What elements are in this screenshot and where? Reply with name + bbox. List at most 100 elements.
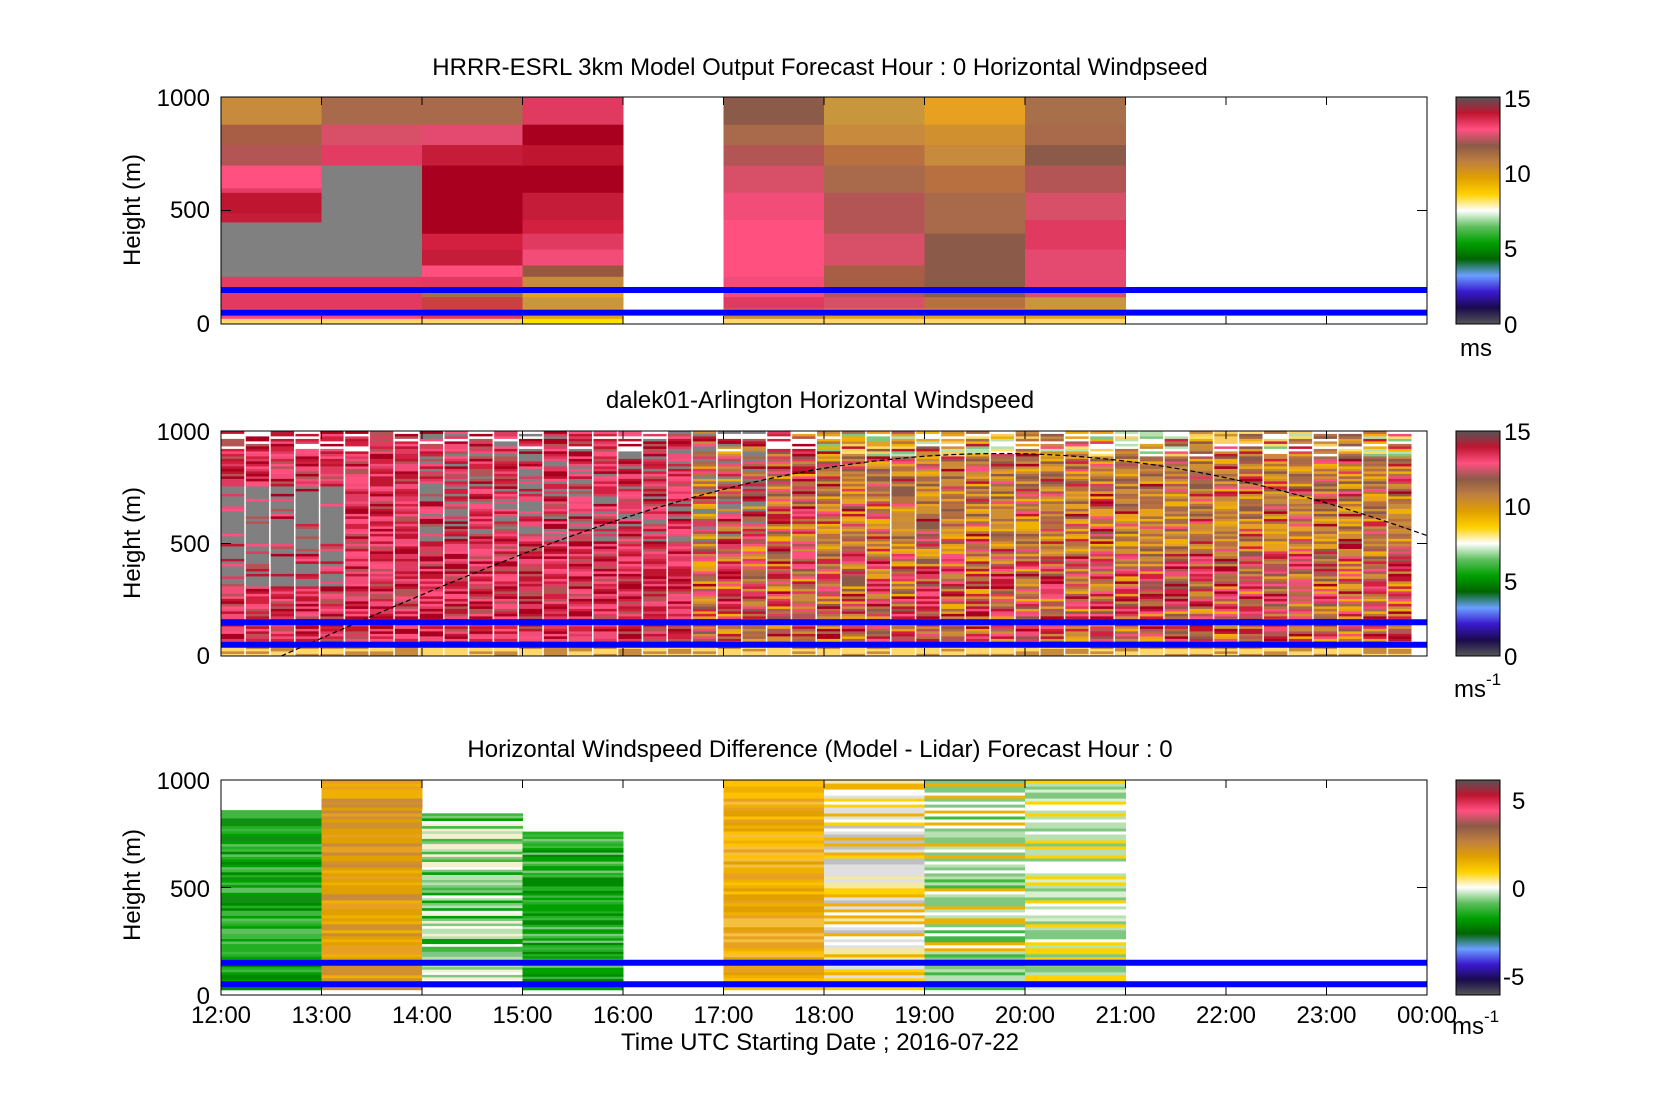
heatmap-cell xyxy=(543,566,568,569)
heatmap-cell xyxy=(817,513,841,517)
heatmap-cell xyxy=(370,563,394,567)
heatmap-cell xyxy=(568,613,592,617)
heatmap-cell xyxy=(916,581,940,584)
heatmap-cell xyxy=(494,493,518,497)
heatmap-cell xyxy=(1040,488,1064,492)
heatmap-cell xyxy=(321,848,423,853)
heatmap-cell xyxy=(742,506,766,509)
heatmap-cell xyxy=(1338,566,1362,569)
heatmap-cell xyxy=(1065,498,1089,502)
heatmap-cell xyxy=(1264,446,1288,449)
heatmap-cell xyxy=(1090,456,1114,459)
heatmap-cell xyxy=(1040,583,1064,587)
heatmap-cell xyxy=(1090,531,1114,534)
heatmap-cell xyxy=(593,561,617,564)
heatmap-cell xyxy=(270,633,294,637)
heatmap-cell xyxy=(245,588,270,592)
heatmap-cell xyxy=(1338,603,1362,607)
heatmap-cell xyxy=(1115,543,1139,547)
heatmap-cell xyxy=(245,576,270,579)
heatmap-cell xyxy=(767,563,791,567)
heatmap-cell xyxy=(717,441,741,444)
heatmap-cell xyxy=(767,478,791,482)
heatmap-cell xyxy=(966,446,990,449)
heatmap-cell xyxy=(941,508,965,512)
heatmap-cell xyxy=(717,536,741,539)
heatmap-cell xyxy=(320,463,344,467)
heatmap-cell xyxy=(1363,596,1387,599)
heatmap-cell xyxy=(321,926,423,931)
heatmap-cell xyxy=(1090,546,1114,549)
heatmap-cell xyxy=(422,810,523,814)
heatmap-cell xyxy=(320,541,344,544)
heatmap-cell xyxy=(1189,473,1213,477)
heatmap-cell xyxy=(221,889,322,893)
heatmap-cell xyxy=(1264,553,1288,557)
heatmap-cell xyxy=(469,563,493,567)
heatmap-cell xyxy=(841,451,866,454)
heatmap-cell xyxy=(370,481,394,484)
heatmap-cell xyxy=(1338,513,1362,517)
heatmap-cell xyxy=(841,578,866,582)
heatmap-cell xyxy=(1015,438,1039,442)
heatmap-cell xyxy=(245,581,270,584)
heatmap-cell xyxy=(941,433,965,437)
heatmap-cell xyxy=(824,974,925,979)
heatmap-cell xyxy=(295,608,319,612)
heatmap-cell xyxy=(345,473,369,477)
heatmap-cell xyxy=(692,471,717,474)
heatmap-cell xyxy=(221,828,322,832)
heatmap-cell xyxy=(394,496,419,499)
heatmap-cell xyxy=(543,501,568,504)
heatmap-cell xyxy=(692,453,717,457)
heatmap-cell xyxy=(1189,458,1213,462)
heatmap-cell xyxy=(543,523,568,527)
heatmap-cell xyxy=(1015,478,1039,482)
heatmap-cell xyxy=(1239,521,1263,524)
heatmap-cell xyxy=(320,448,344,452)
heatmap-cell xyxy=(321,875,423,880)
heatmap-cell xyxy=(1139,616,1164,619)
heatmap-cell xyxy=(494,601,518,604)
heatmap-cell xyxy=(221,846,322,850)
heatmap-cell xyxy=(568,561,592,564)
heatmap-cell xyxy=(422,953,523,957)
heatmap-cell xyxy=(618,448,642,452)
heatmap-cell xyxy=(1239,566,1263,569)
heatmap-cell xyxy=(469,451,493,454)
heatmap-cell xyxy=(543,538,568,542)
heatmap-cell xyxy=(1313,628,1337,632)
heatmap-cell xyxy=(924,893,1026,898)
heatmap-cell xyxy=(1363,476,1387,479)
heatmap-cell xyxy=(1388,526,1412,529)
heatmap-cell xyxy=(394,511,419,514)
heatmap-cell xyxy=(866,431,890,434)
heatmap-cell xyxy=(320,496,344,499)
heatmap-cell xyxy=(1313,486,1337,489)
heatmap-cell xyxy=(717,626,741,629)
heatmap-cell xyxy=(494,516,518,519)
heatmap-cell xyxy=(1065,458,1089,462)
heatmap-cell xyxy=(270,461,294,464)
heatmap-cell xyxy=(924,97,1026,125)
heatmap-cell xyxy=(1065,518,1089,522)
heatmap-cell xyxy=(742,496,766,499)
heatmap-cell xyxy=(1015,536,1039,539)
heatmap-cell xyxy=(1288,511,1313,514)
heatmap-cell xyxy=(494,473,518,477)
heatmap-cell xyxy=(941,638,965,642)
heatmap-cell xyxy=(221,948,322,952)
heatmap-cell xyxy=(522,867,624,871)
heatmap-cell xyxy=(742,516,766,519)
heatmap-cell xyxy=(1313,498,1337,502)
heatmap-cell xyxy=(469,543,493,547)
heatmap-cell xyxy=(824,821,925,826)
heatmap-cell xyxy=(568,453,592,457)
heatmap-cell xyxy=(966,588,990,592)
heatmap-cell xyxy=(370,573,394,577)
heatmap-cell xyxy=(1189,466,1213,469)
heatmap-cell xyxy=(1338,578,1362,582)
heatmap-cell xyxy=(444,651,468,654)
heatmap-cell xyxy=(891,456,915,459)
heatmap-cell xyxy=(494,633,518,637)
